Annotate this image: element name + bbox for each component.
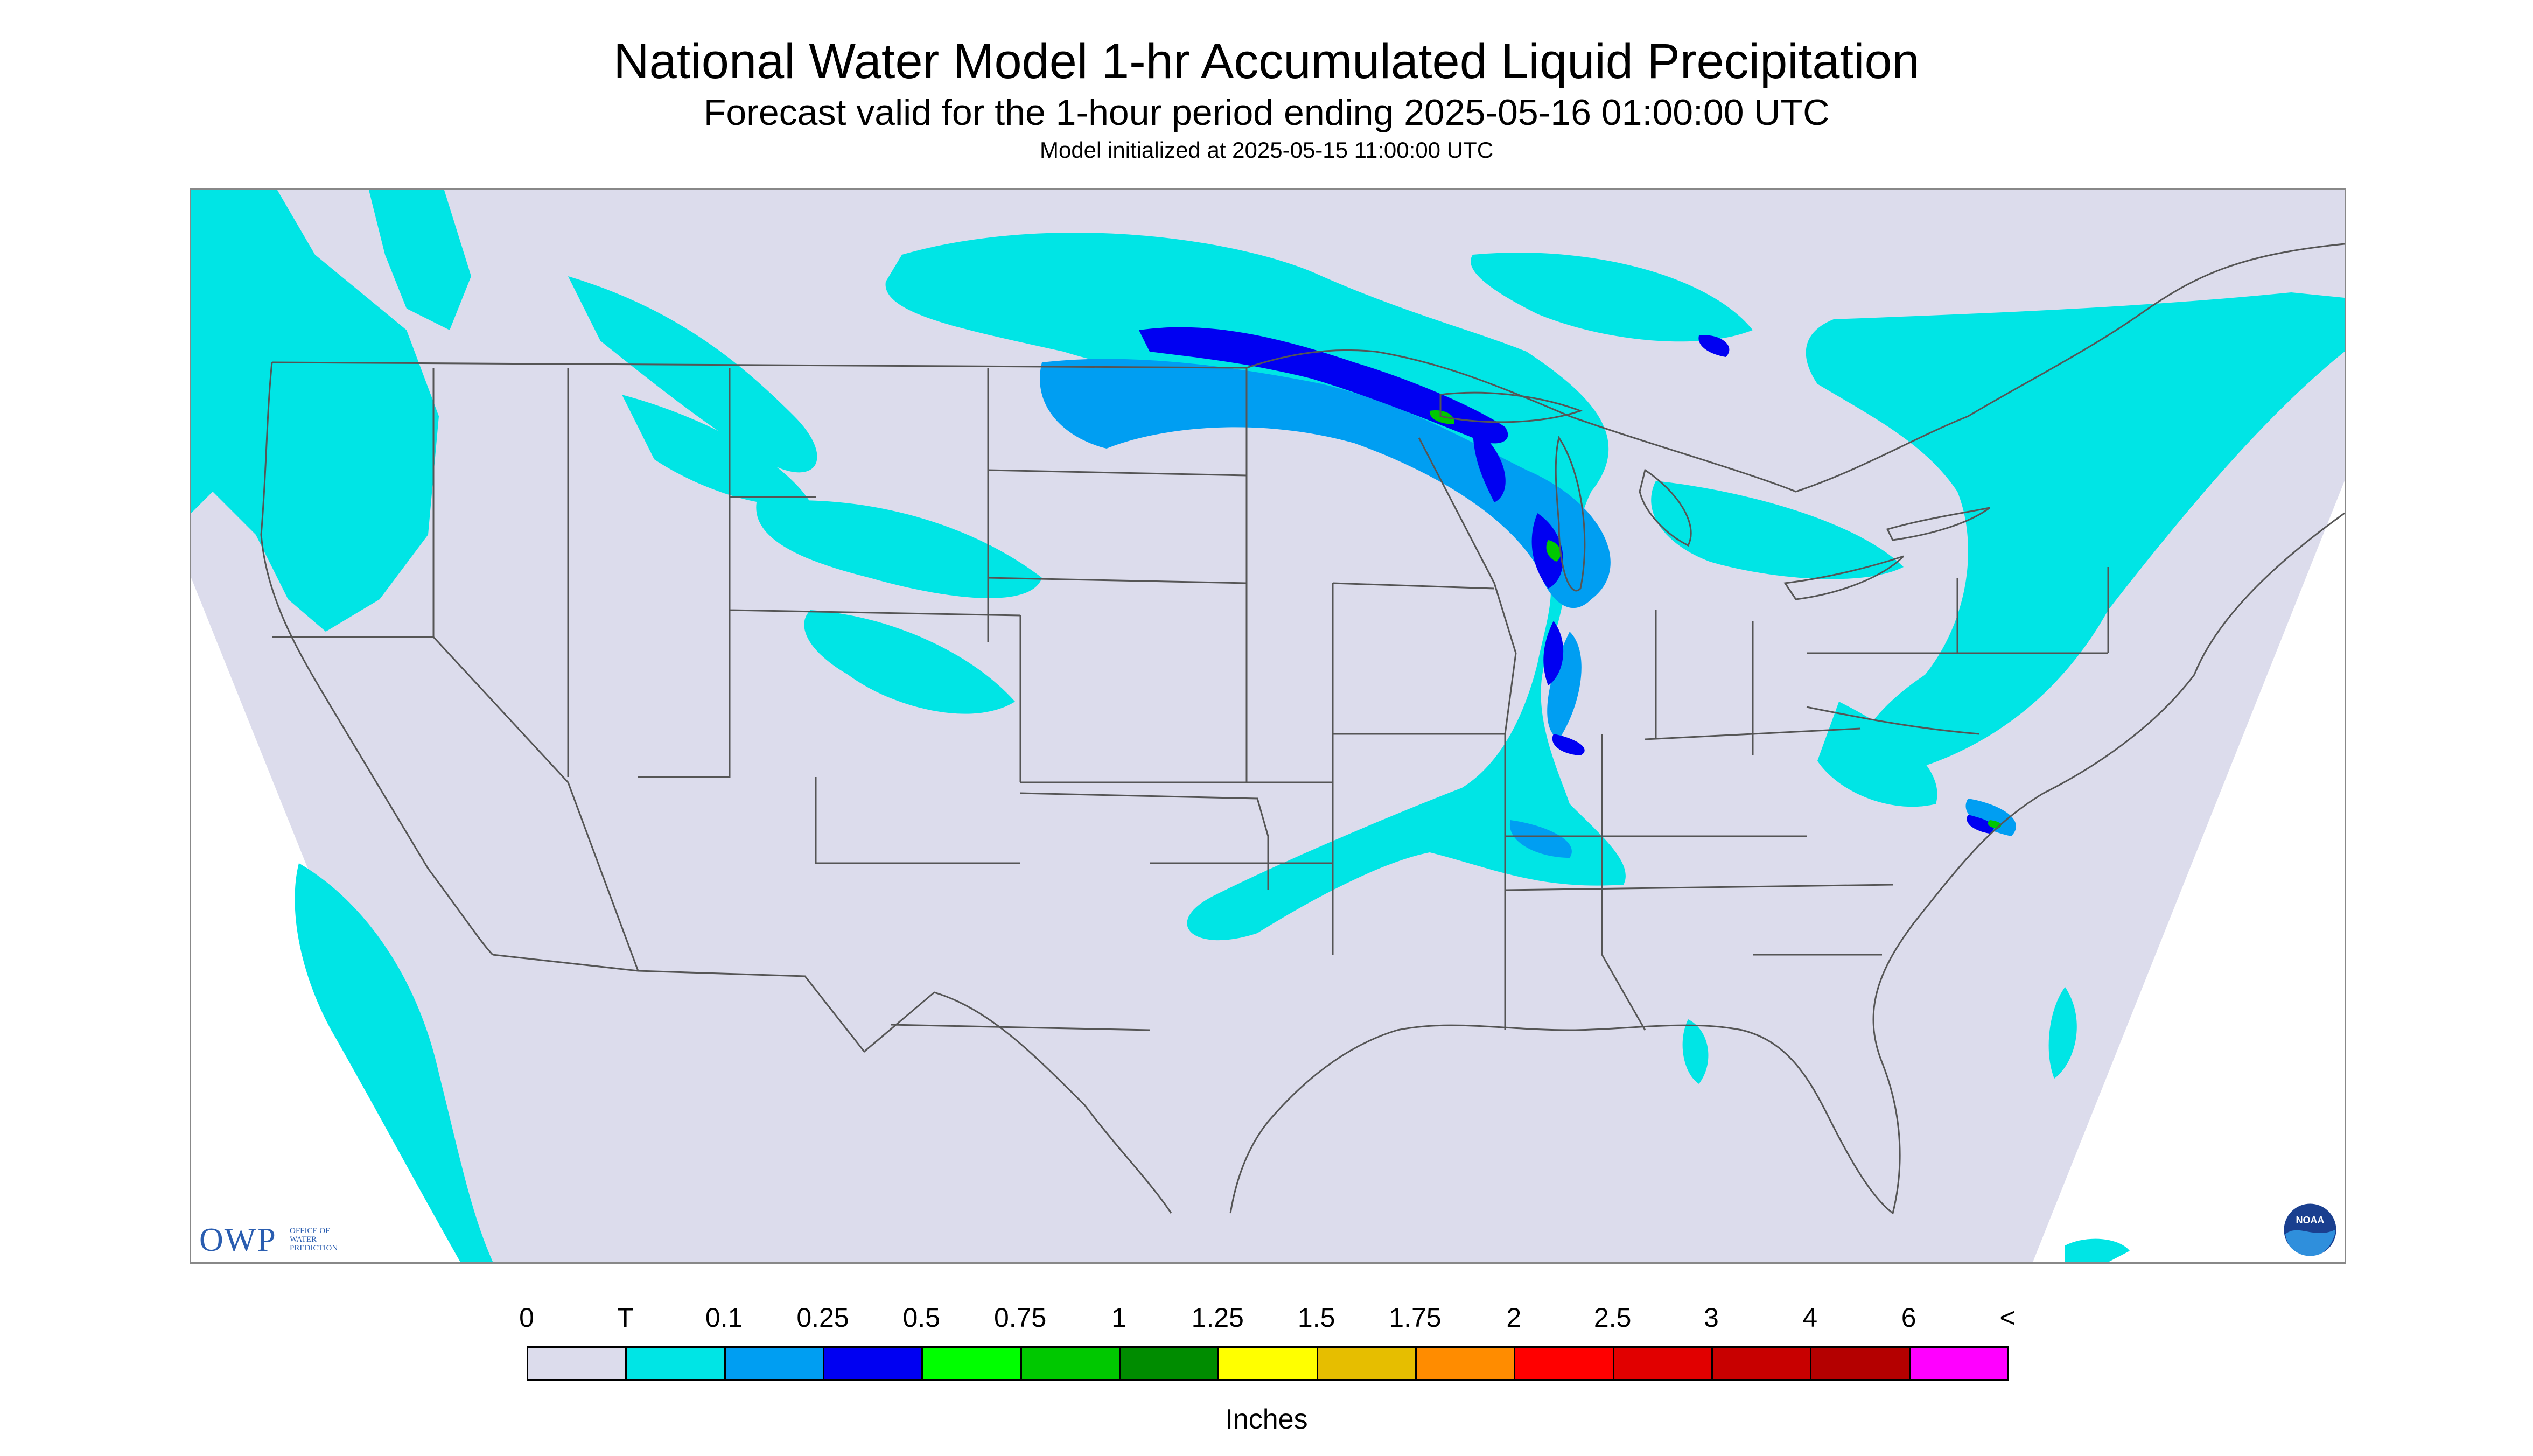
precipitation-map (190, 188, 2346, 1264)
owp-logo-mark: OWP (199, 1222, 277, 1258)
legend-label: 0.5 (902, 1303, 941, 1333)
legend-label: 1 (1111, 1303, 1126, 1333)
legend-unit: Inches (1225, 1404, 1308, 1435)
legend-swatch (1217, 1346, 1318, 1381)
noaa-logo-text: NOAA (2296, 1215, 2325, 1226)
legend-label: 4 (1802, 1303, 1818, 1333)
legend-label: 1.25 (1191, 1303, 1244, 1333)
legend-swatch (724, 1346, 824, 1381)
legend-swatch (1316, 1346, 1417, 1381)
legend-label: 1.75 (1389, 1303, 1442, 1333)
legend-label: 2.5 (1593, 1303, 1632, 1333)
legend-swatch (1118, 1346, 1220, 1381)
map-title: National Water Model 1-hr Accumulated Li… (613, 34, 1920, 89)
legend-label: 2 (1506, 1303, 1522, 1333)
noaa-logo: NOAA (2282, 1202, 2338, 1258)
legend-swatch (1711, 1346, 1812, 1381)
legend-label: 0 (519, 1303, 534, 1333)
legend-swatch (1810, 1346, 1911, 1381)
legend-swatch (1514, 1346, 1614, 1381)
legend-swatch (1908, 1346, 2009, 1381)
legend-label: 6 (1901, 1303, 1916, 1333)
legend-label: 0.75 (993, 1303, 1047, 1333)
legend-label: 3 (1704, 1303, 1719, 1333)
model-init-text: Model initialized at 2025-05-15 11:00:00… (1039, 137, 1494, 163)
legend-label: 1.5 (1297, 1303, 1335, 1333)
legend-swatch (1020, 1346, 1121, 1381)
owp-logo: OWP OFFICE OF WATER PREDICTION (199, 1221, 372, 1259)
legend-swatch (822, 1346, 923, 1381)
precip-light-areas (1040, 359, 2016, 858)
political-boundaries (260, 243, 2345, 1215)
legend-swatch (1415, 1346, 1516, 1381)
legend-label: 0.1 (705, 1303, 743, 1333)
map-subtitle: Forecast valid for the 1-hour period end… (703, 92, 1830, 133)
legend-swatch (921, 1346, 1022, 1381)
legend-swatch (1612, 1346, 1713, 1381)
owp-logo-text: OFFICE OF WATER PREDICTION (290, 1227, 338, 1252)
legend-label: 0.25 (796, 1303, 849, 1333)
legend-swatch (527, 1346, 627, 1381)
legend-swatch (625, 1346, 726, 1381)
legend-label: T (617, 1303, 634, 1333)
legend-colorbar (527, 1346, 2009, 1388)
legend-label: < (1999, 1303, 2016, 1333)
